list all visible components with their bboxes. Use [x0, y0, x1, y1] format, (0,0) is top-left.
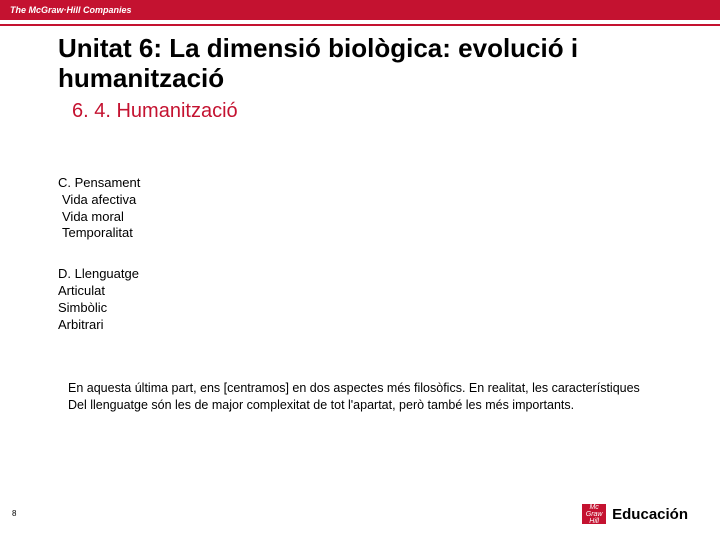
section-c-heading: C. Pensament	[58, 175, 720, 192]
section-c-item: Temporalitat	[62, 225, 720, 242]
page-subtitle: 6. 4. Humanització	[72, 100, 720, 123]
paragraph-line: En aquesta última part, ens [centramos] …	[68, 380, 690, 397]
paragraph-line: Del llenguatge són les de major complexi…	[68, 397, 690, 414]
logo-box-icon: Mc Graw Hill	[582, 504, 606, 524]
content-area: C. Pensament Vida afectiva Vida moral Te…	[58, 175, 720, 334]
section-d-item: Simbòlic	[58, 300, 720, 317]
logo-box-line: Mc	[589, 504, 598, 511]
footer-logo: Mc Graw Hill Educación	[582, 504, 688, 524]
logo-box-line: Hill	[589, 518, 599, 525]
footer-logo-text: Educación	[612, 506, 688, 523]
section-d: D. Llenguatge Articulat Simbòlic Arbitra…	[58, 266, 720, 334]
paragraph: En aquesta última part, ens [centramos] …	[68, 380, 690, 414]
section-d-heading: D. Llenguatge	[58, 266, 720, 283]
topbar-brand: The McGraw·Hill Companies	[10, 5, 132, 15]
page-number: 8	[12, 509, 16, 518]
section-d-item: Arbitrari	[58, 317, 720, 334]
section-c-item: Vida afectiva	[62, 192, 720, 209]
section-c-item: Vida moral	[62, 209, 720, 226]
divider-line	[0, 24, 720, 26]
section-d-item: Articulat	[58, 283, 720, 300]
section-c: C. Pensament Vida afectiva Vida moral Te…	[58, 175, 720, 243]
topbar: The McGraw·Hill Companies	[0, 0, 720, 20]
page-title: Unitat 6: La dimensió biològica: evoluci…	[58, 34, 638, 94]
logo-box-line: Graw	[586, 511, 603, 518]
